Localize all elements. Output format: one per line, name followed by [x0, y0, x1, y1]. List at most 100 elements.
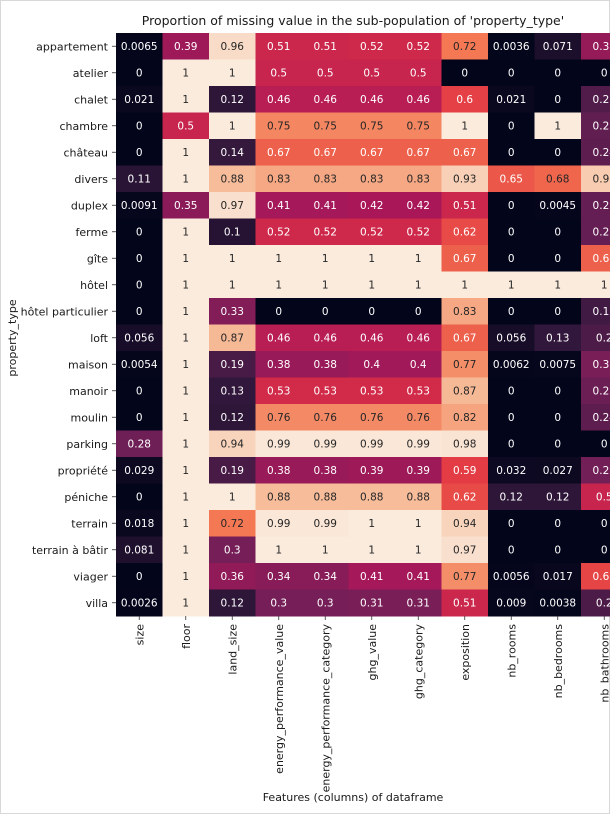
cell-value-label: 0.34 [267, 571, 291, 583]
cell-value-label: 0.83 [453, 306, 476, 318]
column-tick-label: ghg_category [412, 624, 425, 700]
cell-value-label: 0.87 [453, 386, 476, 398]
cell-value-label: 0.24 [593, 412, 610, 424]
cell-value-label: 0.97 [453, 545, 476, 557]
cell-value-label: 0.46 [407, 333, 431, 345]
heatmap-cell [348, 139, 396, 166]
heatmap-cell [209, 404, 256, 431]
heatmap-cell [162, 165, 210, 193]
cell-value-label: 0.99 [314, 518, 337, 530]
heatmap-cell [581, 33, 610, 60]
cell-value-label: 0.2 [596, 598, 610, 610]
heatmap-cell [441, 139, 489, 166]
row-tick-label: loft [90, 332, 108, 345]
cell-value-label: 1 [368, 518, 375, 530]
cell-value-label: 0.41 [314, 200, 337, 212]
heatmap-cell [162, 33, 210, 60]
heatmap-cell [255, 536, 303, 564]
cell-value-label: 0.31 [593, 359, 610, 371]
column-labels: size floor land_size energy_performance_val… [133, 616, 610, 792]
cell-value-label: 0.0062 [493, 359, 530, 371]
cell-value-label: 0.53 [267, 386, 290, 398]
heatmap-cell [162, 139, 210, 166]
cell-value-label: 0.77 [453, 571, 476, 583]
cell-value-label: 0.12 [546, 492, 569, 504]
heatmap-cell [209, 192, 256, 219]
cell-value-label: 0.081 [124, 545, 154, 557]
heatmap-cell [395, 139, 442, 166]
heatmap-cell [116, 563, 163, 590]
cell-value-label: 0.19 [221, 465, 244, 477]
cell-value-label: 0 [508, 306, 515, 318]
heatmap-cell [534, 536, 582, 564]
cell-value-label: 1 [275, 253, 282, 265]
heatmap-cell [488, 510, 535, 537]
cell-value-label: 1 [461, 280, 468, 292]
row-tick-label: hôtel [80, 279, 108, 292]
heatmap-cell [395, 377, 442, 405]
heatmap-cell [302, 536, 349, 564]
heatmap-cell [488, 351, 535, 378]
cell-value-label: 1 [554, 121, 561, 133]
cell-value-label: 0.056 [124, 333, 154, 345]
cell-value-label: 0 [554, 306, 561, 318]
heatmap-cell [395, 563, 442, 590]
heatmap-cell [441, 563, 489, 590]
cell-value-label: 0 [508, 200, 515, 212]
cell-value-label: 0 [554, 253, 561, 265]
heatmap-cell [116, 510, 163, 537]
cell-value-label: 0.39 [360, 465, 383, 477]
cell-value-label: 0.24 [593, 147, 610, 159]
heatmap-cell [162, 483, 210, 511]
cell-value-label: 0 [508, 386, 515, 398]
heatmap-cell [255, 563, 303, 590]
heatmap-cell [348, 324, 396, 352]
heatmap-cell [116, 536, 163, 564]
row-tick-label: gîte [87, 252, 108, 265]
cell-value-label: 0.0026 [121, 598, 158, 610]
heatmap-cell [209, 510, 256, 537]
heatmap-cell [395, 218, 442, 246]
cell-value-label: 1 [415, 280, 422, 292]
cell-value-label: 0.032 [496, 465, 526, 477]
heatmap-cell [488, 59, 535, 87]
cell-value-label: 1 [182, 492, 189, 504]
heatmap-cell [162, 271, 210, 299]
cell-value-label: 1 [182, 465, 189, 477]
cell-value-label: 0.5 [363, 68, 380, 80]
cell-value-label: 0.3 [224, 545, 241, 557]
cell-value-label: 0 [322, 306, 329, 318]
cell-value-label: 1 [182, 571, 189, 583]
cell-value-label: 0.42 [407, 200, 430, 212]
cell-value-label: 0.39 [174, 41, 197, 53]
cell-value-label: 1 [229, 121, 236, 133]
heatmap-cell [255, 271, 303, 299]
heatmap-cell [116, 457, 163, 484]
cell-value-label: 0.0075 [539, 359, 576, 371]
heatmap-cell [116, 33, 163, 60]
cell-value-label: 1 [182, 386, 189, 398]
heatmap-cell [395, 59, 442, 87]
cell-value-label: 1 [322, 545, 329, 557]
cell-value-label: 0.0054 [121, 359, 158, 371]
cell-value-label: 0.4 [363, 359, 380, 371]
cell-value-label: 0.83 [267, 174, 290, 186]
cell-value-label: 0 [601, 68, 608, 80]
heatmap-cell [441, 483, 489, 511]
heatmap-cell [395, 33, 442, 60]
cell-value-label: 0.83 [407, 174, 430, 186]
heatmap-cell [162, 245, 210, 272]
cell-value-label: 0 [415, 306, 422, 318]
heatmap-cell [348, 483, 396, 511]
heatmap-cell [162, 377, 210, 405]
heatmap-cell [488, 271, 535, 299]
heatmap-cell [581, 192, 610, 219]
row-tick-label: maison [68, 358, 108, 371]
cell-value-label: 0.11 [128, 174, 151, 186]
cell-value-label: 0 [461, 68, 468, 80]
heatmap-cell [348, 377, 396, 405]
cell-value-label: 0 [554, 412, 561, 424]
heatmap-cell [162, 112, 210, 140]
heatmap-cell [441, 404, 489, 431]
column-tick-label: exposition [459, 624, 472, 681]
